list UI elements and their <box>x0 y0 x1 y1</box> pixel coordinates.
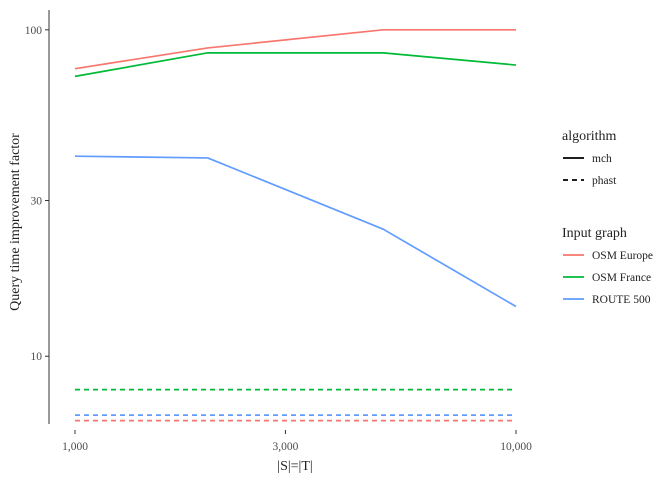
series-line-mch-osm-france <box>74 51 517 78</box>
series-line-mch-osm-europe <box>74 28 516 70</box>
legend-label: mch <box>592 153 612 165</box>
y-tick-label: 10 <box>31 351 43 363</box>
series-line-mch-route-500 <box>74 155 517 308</box>
x-tick-label: 10,000 <box>500 441 532 453</box>
legend-label: OSM Europe <box>592 250 653 262</box>
x-tick-label: 3,000 <box>272 441 298 453</box>
y-tick-label: 100 <box>25 25 43 37</box>
x-ticks: 1,000 3,000 10,000 <box>62 430 532 453</box>
y-axis-title: Query time improvement factor <box>8 133 23 311</box>
legend-label: OSM France <box>592 272 651 284</box>
legend-title: algorithm <box>562 129 617 144</box>
legend: algorithm mch phast Input graph OSM Europe OS… <box>562 129 653 306</box>
series-lines <box>74 28 517 422</box>
legend-label: phast <box>592 175 617 187</box>
legend-title: Input graph <box>562 226 627 241</box>
x-axis-title: |S|=|T| <box>277 459 312 474</box>
legend-label: ROUTE 500 <box>592 294 651 306</box>
x-tick-label: 1,000 <box>62 441 88 453</box>
y-ticks: 10 30 100 <box>25 25 49 363</box>
y-tick-label: 30 <box>31 195 43 207</box>
